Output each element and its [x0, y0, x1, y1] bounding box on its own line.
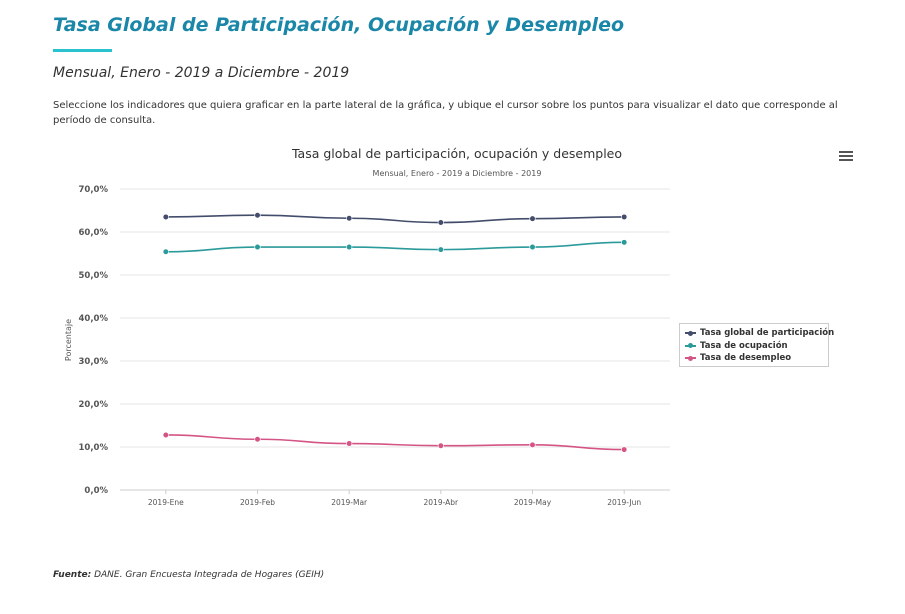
- legend-label: Tasa de ocupación: [700, 340, 788, 351]
- page-title: Tasa Global de Participación, Ocupación …: [53, 14, 625, 36]
- y-tick-label: 50,0%: [79, 271, 109, 281]
- source-note: Fuente: DANE. Gran Encuesta Integrada de…: [53, 570, 324, 580]
- x-tick-label: 2019-May: [514, 498, 552, 507]
- data-point[interactable]: [621, 446, 628, 453]
- chart-title: Tasa global de participación, ocupación …: [291, 146, 622, 161]
- data-point[interactable]: [346, 243, 353, 251]
- source-label: Fuente:: [53, 570, 92, 580]
- legend-swatch: [685, 354, 696, 362]
- legend-item-ocupacion[interactable]: Tasa de ocupación: [685, 340, 823, 353]
- y-tick-label: 70,0%: [79, 185, 109, 195]
- series-line: [165, 241, 625, 253]
- data-point[interactable]: [621, 213, 628, 221]
- x-tick-label: 2019-Ene: [148, 498, 184, 507]
- title-accent-bar: [53, 49, 112, 52]
- legend-item-desempleo[interactable]: Tasa de desempleo: [685, 352, 823, 365]
- legend-label: Tasa global de participación: [700, 328, 835, 339]
- line-chart: Tasa global de participación, ocupación …: [64, 146, 670, 507]
- data-point[interactable]: [162, 431, 169, 439]
- legend-label: Tasa de desempleo: [700, 353, 792, 364]
- y-tick-label: 40,0%: [79, 314, 109, 324]
- data-point[interactable]: [346, 215, 353, 222]
- x-tick-label: 2019-Feb: [240, 498, 275, 507]
- source-text: DANE. Gran Encuesta Integrada de Hogares…: [94, 570, 325, 580]
- data-point[interactable]: [254, 436, 261, 443]
- legend-swatch: [685, 329, 696, 337]
- chart-menu-button[interactable]: [838, 149, 854, 163]
- x-tick-label: 2019-Jun: [607, 498, 641, 507]
- data-point[interactable]: [621, 239, 628, 246]
- chart-legend: Tasa global de participación Tasa de ocu…: [679, 323, 834, 367]
- y-tick-label: 20,0%: [79, 400, 109, 410]
- data-point[interactable]: [254, 212, 261, 219]
- x-axis-ticks: 2019-Ene 2019-Feb 2019-Mar 2019-Abr 2019-May…: [148, 490, 641, 507]
- legend-swatch: [685, 342, 696, 350]
- series-line: [165, 214, 625, 224]
- data-point[interactable]: [162, 248, 169, 255]
- data-point[interactable]: [162, 213, 169, 221]
- y-tick-label: 0,0%: [84, 486, 108, 496]
- data-point[interactable]: [437, 246, 444, 253]
- data-point[interactable]: [346, 440, 353, 447]
- legend-item-participacion[interactable]: Tasa global de participación: [685, 327, 834, 340]
- series-line: [165, 434, 625, 451]
- y-tick-label: 30,0%: [79, 357, 109, 367]
- instructions-text: Seleccione los indicadores que quiera gr…: [53, 100, 838, 126]
- data-point[interactable]: [529, 441, 536, 448]
- y-tick-label: 60,0%: [79, 228, 109, 238]
- y-axis-label: Porcentaje: [64, 319, 73, 361]
- data-point[interactable]: [437, 442, 444, 449]
- y-tick-label: 10,0%: [79, 443, 109, 453]
- chart-subtitle: Mensual, Enero - 2019 a Diciembre - 2019: [373, 169, 542, 178]
- data-point[interactable]: [529, 215, 536, 222]
- page-subtitle: Mensual, Enero - 2019 a Diciembre - 2019: [53, 65, 350, 81]
- y-axis-ticks: 0,0% 10,0% 20,0% 30,0% 40,0% 50,0% 60,0% 70,0%: [79, 185, 109, 496]
- data-point[interactable]: [437, 219, 444, 226]
- x-tick-label: 2019-Mar: [331, 498, 368, 507]
- data-point[interactable]: [529, 243, 536, 251]
- x-tick-label: 2019-Abr: [424, 498, 460, 507]
- hamburger-menu-icon: [839, 151, 853, 153]
- data-point[interactable]: [254, 243, 261, 251]
- series-group: [162, 212, 628, 453]
